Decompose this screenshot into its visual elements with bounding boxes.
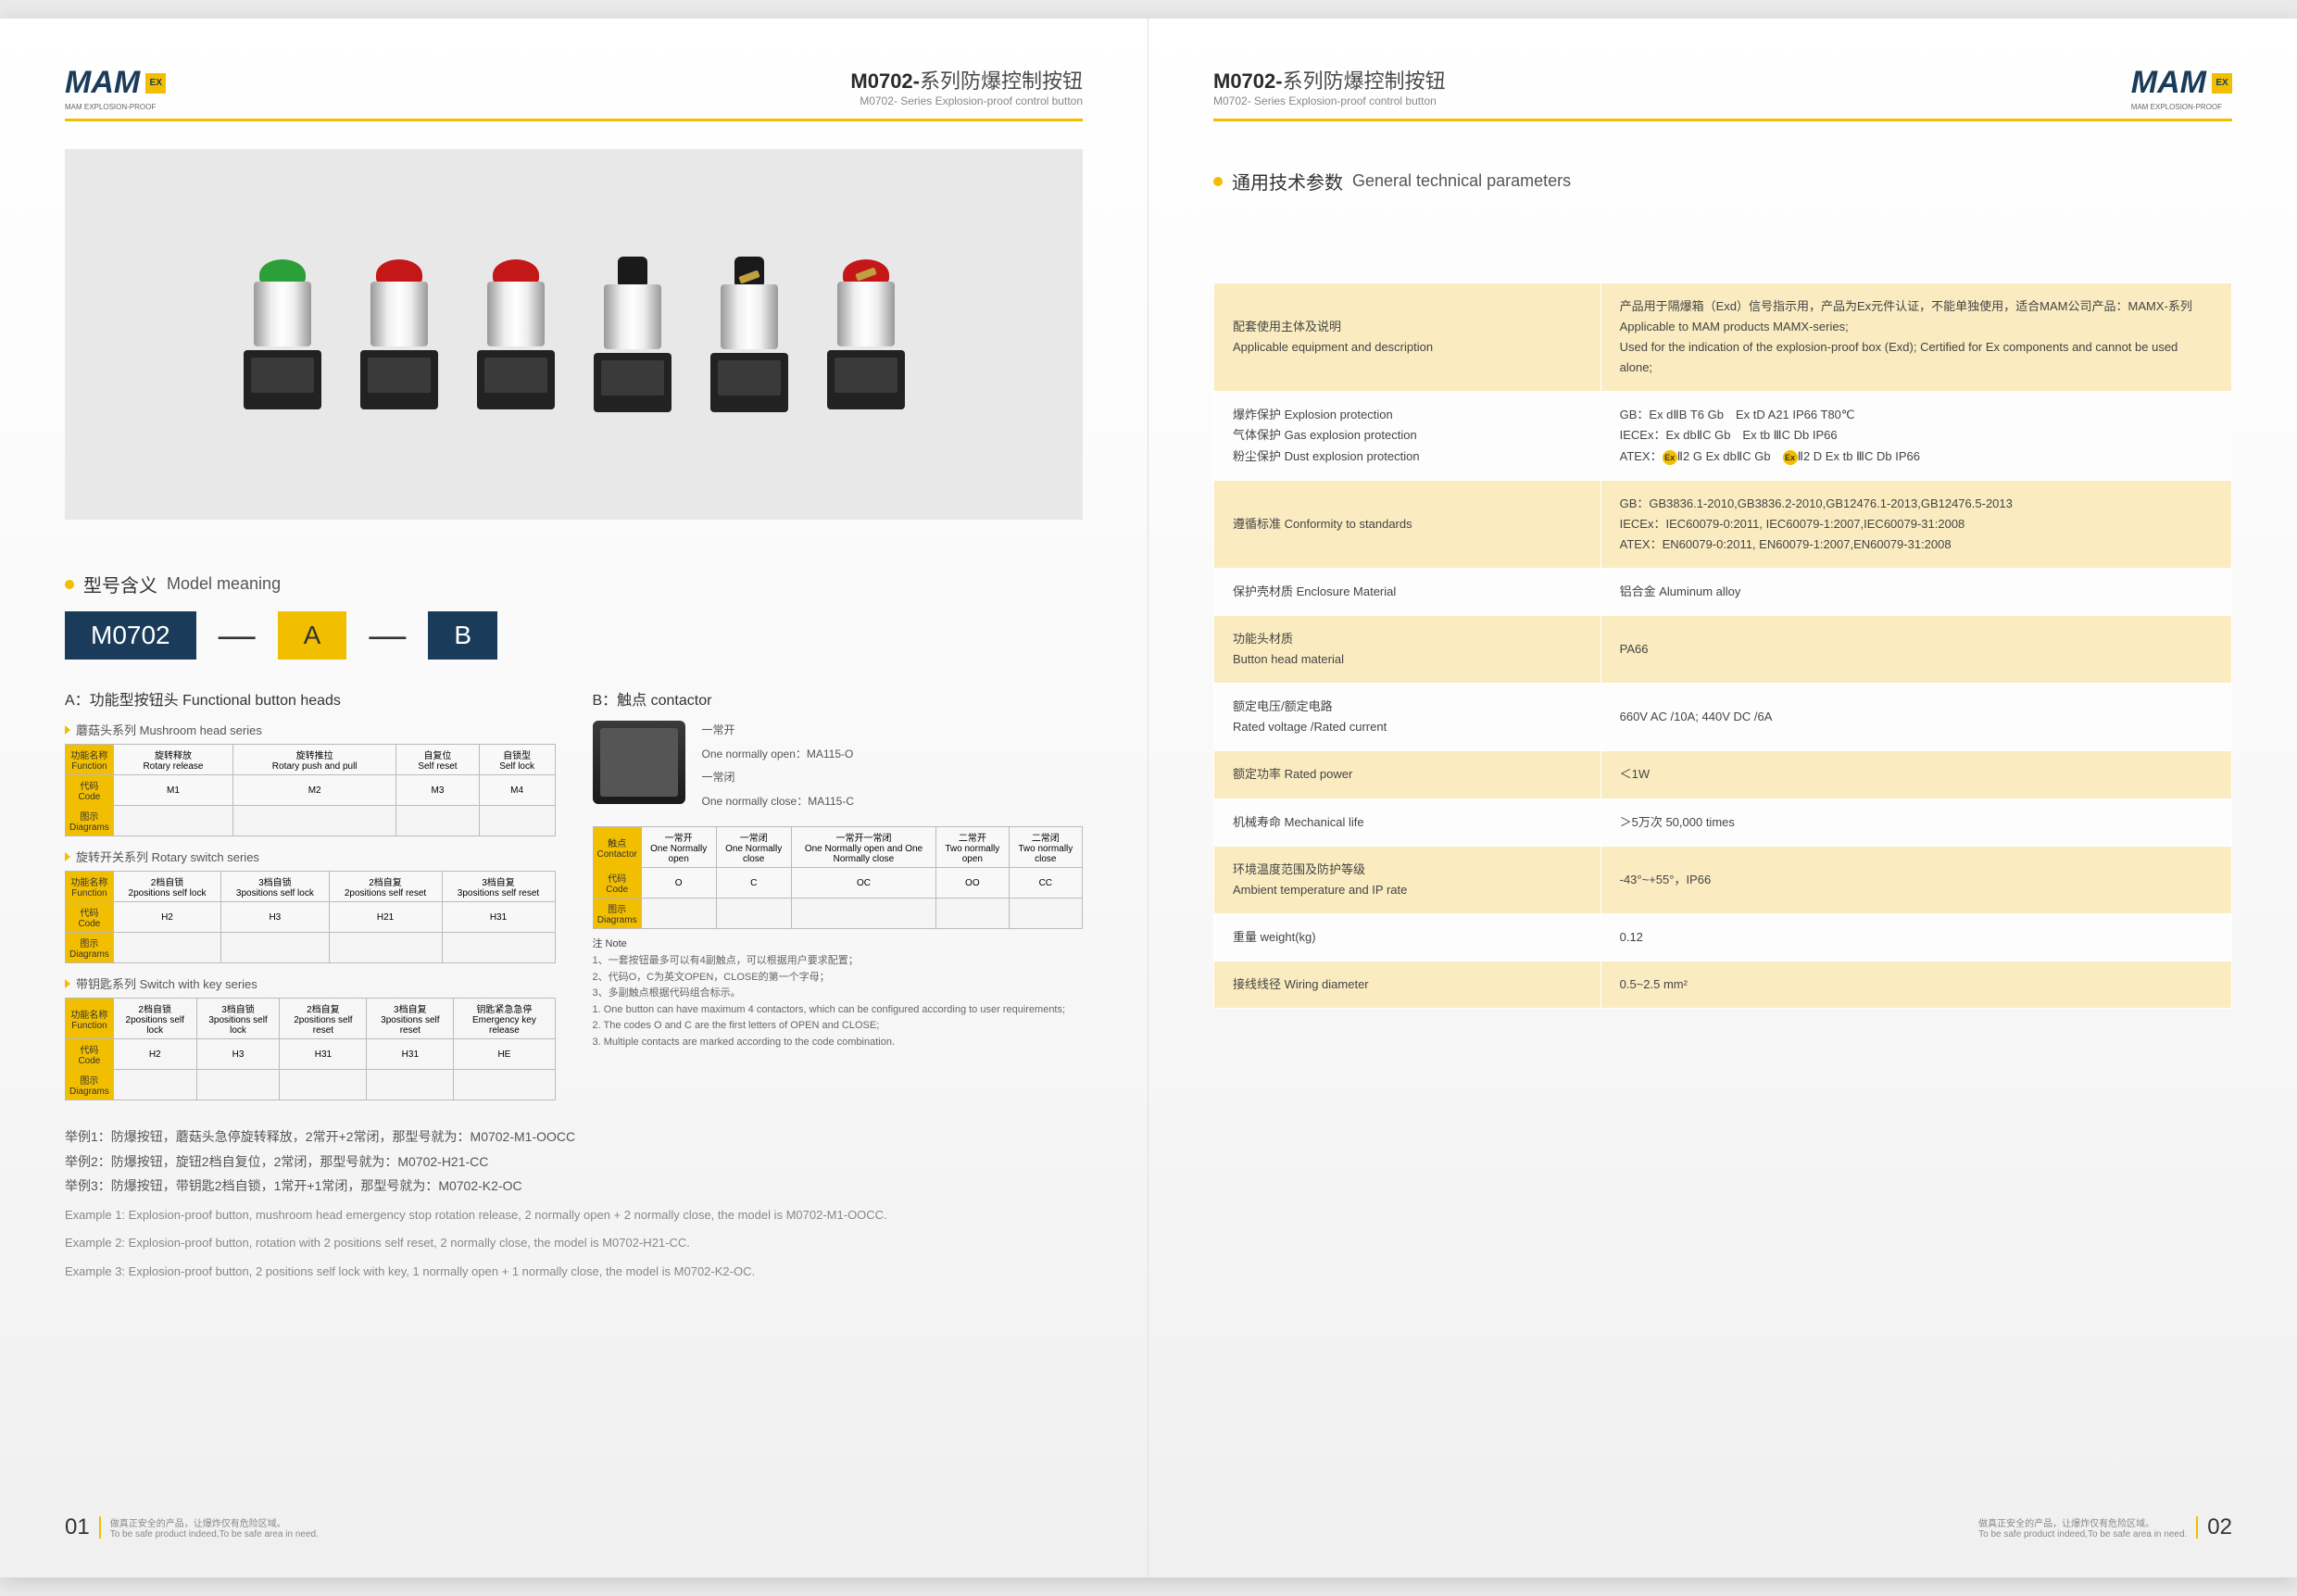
model-part-code: M0702 bbox=[65, 611, 196, 660]
param-label: 额定功率 Rated power bbox=[1214, 751, 1601, 798]
header-left: MAMEX MAM EXPLOSION-PROOF M0702-系列防爆控制按钮… bbox=[65, 65, 1083, 111]
contactor-block: 一常开 One normally open：MA115-O 一常闭 One no… bbox=[593, 721, 1084, 815]
section-model-meaning: 型号含义 Model meaning bbox=[65, 571, 1083, 597]
param-value: 0.12 bbox=[1600, 913, 2231, 961]
bullet-icon bbox=[1213, 177, 1223, 186]
page-right: M0702-系列防爆控制按钮 M0702- Series Explosion-p… bbox=[1148, 19, 2297, 1577]
table-contactor: 触点Contactor一常开One Normally open一常闭One No… bbox=[593, 826, 1084, 929]
model-part-b: B bbox=[428, 611, 497, 660]
param-value: -43°~+55°，IP66 bbox=[1600, 846, 2231, 913]
page-left: MAMEX MAM EXPLOSION-PROOF M0702-系列防爆控制按钮… bbox=[0, 19, 1148, 1577]
sub-key: 带钥匙系列 Switch with key series bbox=[65, 974, 556, 992]
param-value: 0.5~2.5 mm² bbox=[1600, 961, 2231, 1008]
param-value: GB：Ex dⅡB T6 Gb Ex tD A21 IP66 T80℃IECEx… bbox=[1600, 392, 2231, 480]
param-label: 保护壳材质 Enclosure Material bbox=[1214, 568, 1601, 615]
footer-bar-icon bbox=[99, 1516, 101, 1539]
footer-left: 01 做真正安全的产品，让爆炸仅有危险区域。To be safe product… bbox=[65, 1514, 319, 1540]
param-value: ＜1W bbox=[1600, 751, 2231, 798]
examples: 举例1：防爆按钮，蘑菇头急停旋转释放，2常开+2常闭，那型号就为：M0702-M… bbox=[65, 1125, 1083, 1284]
logo: MAMEX MAM EXPLOSION-PROOF bbox=[65, 65, 166, 111]
param-value: PA66 bbox=[1600, 616, 2231, 684]
product-4 bbox=[583, 257, 683, 412]
spread: MAMEX MAM EXPLOSION-PROOF M0702-系列防爆控制按钮… bbox=[0, 19, 2297, 1577]
sub-rotary: 旋转开关系列 Rotary switch series bbox=[65, 848, 556, 865]
param-label: 接线线径 Wiring diameter bbox=[1214, 961, 1601, 1008]
param-label: 额定电压/额定电路Rated voltage /Rated current bbox=[1214, 684, 1601, 751]
param-value: 660V AC /10A; 440V DC /6A bbox=[1600, 684, 2231, 751]
page-number: 02 bbox=[2207, 1514, 2232, 1540]
notes: 注 Note 1、一套按钮最多可以有4副触点，可以根据用户要求配置；2、代码O，… bbox=[593, 936, 1084, 1050]
product-6 bbox=[816, 259, 916, 409]
table-mushroom: 功能名称Function旋转释放Rotary release旋转推拉Rotary… bbox=[65, 744, 556, 836]
rule bbox=[65, 119, 1083, 121]
table-parameters: 配套使用主体及说明Applicable equipment and descri… bbox=[1213, 283, 2232, 1009]
hero-image bbox=[65, 149, 1083, 520]
page-number: 01 bbox=[65, 1514, 90, 1540]
param-label: 重量 weight(kg) bbox=[1214, 913, 1601, 961]
contactor-image bbox=[593, 721, 685, 804]
page-title: M0702-系列防爆控制按钮 M0702- Series Explosion-p… bbox=[1213, 65, 1446, 107]
rule bbox=[1213, 119, 2232, 121]
logo-badge: EX bbox=[145, 73, 166, 94]
product-3 bbox=[466, 259, 566, 409]
param-label: 功能头材质Button head material bbox=[1214, 616, 1601, 684]
table-key: 功能名称Function2档自锁2positions self lock3档自锁… bbox=[65, 998, 556, 1100]
bullet-icon bbox=[65, 580, 74, 589]
param-value: ＞5万次 50,000 times bbox=[1600, 798, 2231, 846]
param-value: 铝合金 Aluminum alloy bbox=[1600, 568, 2231, 615]
param-value: 产品用于隔爆箱（Exd）信号指示用，产品为Ex元件认证，不能单独使用，适合MAM… bbox=[1600, 283, 2231, 392]
logo-text: MAM bbox=[65, 65, 140, 101]
param-label: 环境温度范围及防护等级Ambient temperature and IP ra… bbox=[1214, 846, 1601, 913]
footer-bar-icon bbox=[2196, 1516, 2198, 1539]
contactor-text: 一常开 One normally open：MA115-O 一常闭 One no… bbox=[702, 721, 855, 815]
columns: A：功能型按钮头 Functional button heads 蘑菇头系列 M… bbox=[65, 687, 1083, 1100]
model-breakdown: M0702 — A — B bbox=[65, 611, 1083, 660]
product-5 bbox=[699, 257, 799, 412]
logo: MAMEX MAM EXPLOSION-PROOF bbox=[2131, 65, 2232, 111]
triangle-icon bbox=[65, 725, 70, 735]
col-a: A：功能型按钮头 Functional button heads 蘑菇头系列 M… bbox=[65, 687, 556, 1100]
param-label: 爆炸保护 Explosion protection气体保护 Gas explos… bbox=[1214, 392, 1601, 480]
logo-sub: MAM EXPLOSION-PROOF bbox=[65, 103, 166, 111]
section-parameters: 通用技术参数 General technical parameters bbox=[1213, 168, 2232, 195]
triangle-icon bbox=[65, 979, 70, 988]
col-b: B：触点 contactor 一常开 One normally open：MA1… bbox=[593, 687, 1084, 1100]
sub-mushroom: 蘑菇头系列 Mushroom head series bbox=[65, 721, 556, 738]
param-label: 配套使用主体及说明Applicable equipment and descri… bbox=[1214, 283, 1601, 392]
page-title: M0702-系列防爆控制按钮 M0702- Series Explosion-p… bbox=[850, 65, 1083, 107]
model-part-a: A bbox=[278, 611, 347, 660]
param-label: 遵循标准 Conformity to standards bbox=[1214, 480, 1601, 568]
param-label: 机械寿命 Mechanical life bbox=[1214, 798, 1601, 846]
triangle-icon bbox=[65, 852, 70, 861]
footer-right: 做真正安全的产品，让爆炸仅有危险区域。To be safe product in… bbox=[1978, 1514, 2232, 1540]
table-rotary: 功能名称Function2档自锁2positions self lock3档自锁… bbox=[65, 871, 556, 963]
product-1 bbox=[232, 259, 333, 409]
param-value: GB：GB3836.1-2010,GB3836.2-2010,GB12476.1… bbox=[1600, 480, 2231, 568]
product-2 bbox=[349, 259, 449, 409]
header-right: M0702-系列防爆控制按钮 M0702- Series Explosion-p… bbox=[1213, 65, 2232, 111]
